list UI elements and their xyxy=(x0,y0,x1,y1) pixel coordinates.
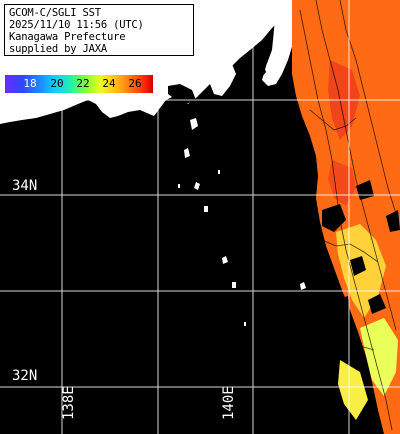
colorbar-tick-20: 20 xyxy=(50,77,64,90)
lon-label-140e: 140E xyxy=(221,386,237,420)
land-kanto xyxy=(262,0,296,86)
lat-label-34n: 34N xyxy=(12,178,38,194)
land-izu-peninsula xyxy=(206,58,236,96)
info-source: supplied by JAXA xyxy=(9,43,107,55)
colorbar-tick-22: 22 xyxy=(76,77,90,90)
izu-islands xyxy=(178,118,306,326)
lon-label-138e: 138E xyxy=(61,386,77,420)
sst-colorbar: 18 20 22 24 26 xyxy=(4,74,154,94)
info-title: GCOM-C/SGLI SST xyxy=(9,7,101,19)
sagami-bay xyxy=(236,60,266,86)
info-box: GCOM-C/SGLI SST 2025/11/10 11:56 (UTC) K… xyxy=(4,4,194,56)
colorbar-tick-24: 24 xyxy=(102,77,116,90)
sst-cool-patch-3 xyxy=(338,360,368,420)
suruga-bay xyxy=(168,84,196,104)
colorbar-tick-26: 26 xyxy=(128,77,142,90)
colorbar-tick-18: 18 xyxy=(23,77,37,90)
sst-contours xyxy=(299,0,399,431)
lat-label-32n: 32N xyxy=(12,368,38,384)
info-region: Kanagawa Prefecture xyxy=(9,31,126,43)
info-timestamp: 2025/11/10 11:56 (UTC) xyxy=(9,19,144,31)
